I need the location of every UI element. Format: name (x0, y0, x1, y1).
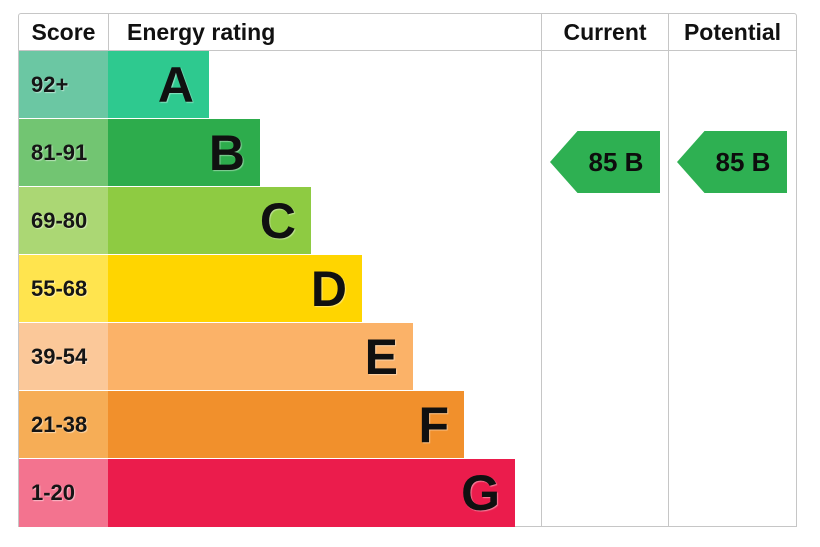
current-rating-column: 85 B (541, 51, 668, 527)
potential-rating-column: 85 B (668, 51, 796, 527)
potential-rating-arrow: 85 B (677, 131, 787, 193)
band-bar-A: A (108, 51, 209, 118)
band-row-B: 81-91 B (19, 119, 541, 187)
bands-column: 92+ A 81-91 B 69-80 C 55-68 D 39-54 E 21-38 F 1-20 G (19, 51, 541, 527)
score-range-A: 92+ (19, 51, 108, 118)
band-bar-F: F (108, 391, 464, 458)
band-letter-B: B (208, 124, 245, 181)
band-letter-A: A (157, 56, 194, 113)
band-letter-C: C (259, 192, 296, 249)
rating-table: Score Energy rating Current Potential 92… (18, 13, 797, 527)
score-range-F: 21-38 (19, 391, 108, 458)
band-letter-D: D (310, 260, 347, 317)
current-rating-label: 85 B (588, 146, 644, 177)
score-range-G: 1-20 (19, 459, 108, 527)
band-row-A: 92+ A (19, 51, 541, 119)
table-body: 92+ A 81-91 B 69-80 C 55-68 D 39-54 E 21-38 F 1-20 G … (19, 51, 796, 527)
band-row-G: 1-20 G (19, 459, 541, 527)
score-range-E: 39-54 (19, 323, 108, 390)
band-row-E: 39-54 E (19, 323, 541, 391)
band-bar-B: B (108, 119, 260, 186)
band-bar-E: E (108, 323, 413, 390)
band-row-C: 69-80 C (19, 187, 541, 255)
score-range-B: 81-91 (19, 119, 108, 186)
table-header-row: Score Energy rating Current Potential (19, 14, 796, 51)
band-bar-D: D (108, 255, 362, 322)
band-row-D: 55-68 D (19, 255, 541, 323)
band-letter-G: G (461, 465, 500, 521)
band-letter-F: F (418, 396, 449, 453)
current-column-header: Current (541, 14, 668, 50)
current-rating-arrow: 85 B (550, 131, 660, 193)
band-letter-E: E (364, 328, 398, 385)
band-row-F: 21-38 F (19, 391, 541, 459)
potential-rating-label: 85 B (715, 146, 771, 177)
band-bar-G: G (108, 459, 515, 527)
score-range-C: 69-80 (19, 187, 108, 254)
band-bar-C: C (108, 187, 311, 254)
score-range-D: 55-68 (19, 255, 108, 322)
potential-column-header: Potential (668, 14, 796, 50)
energy-rating-column-header: Energy rating (108, 14, 541, 50)
score-column-header: Score (31, 18, 96, 45)
